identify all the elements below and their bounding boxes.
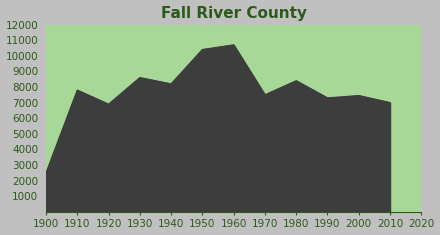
Title: Fall River County: Fall River County — [161, 6, 307, 20]
